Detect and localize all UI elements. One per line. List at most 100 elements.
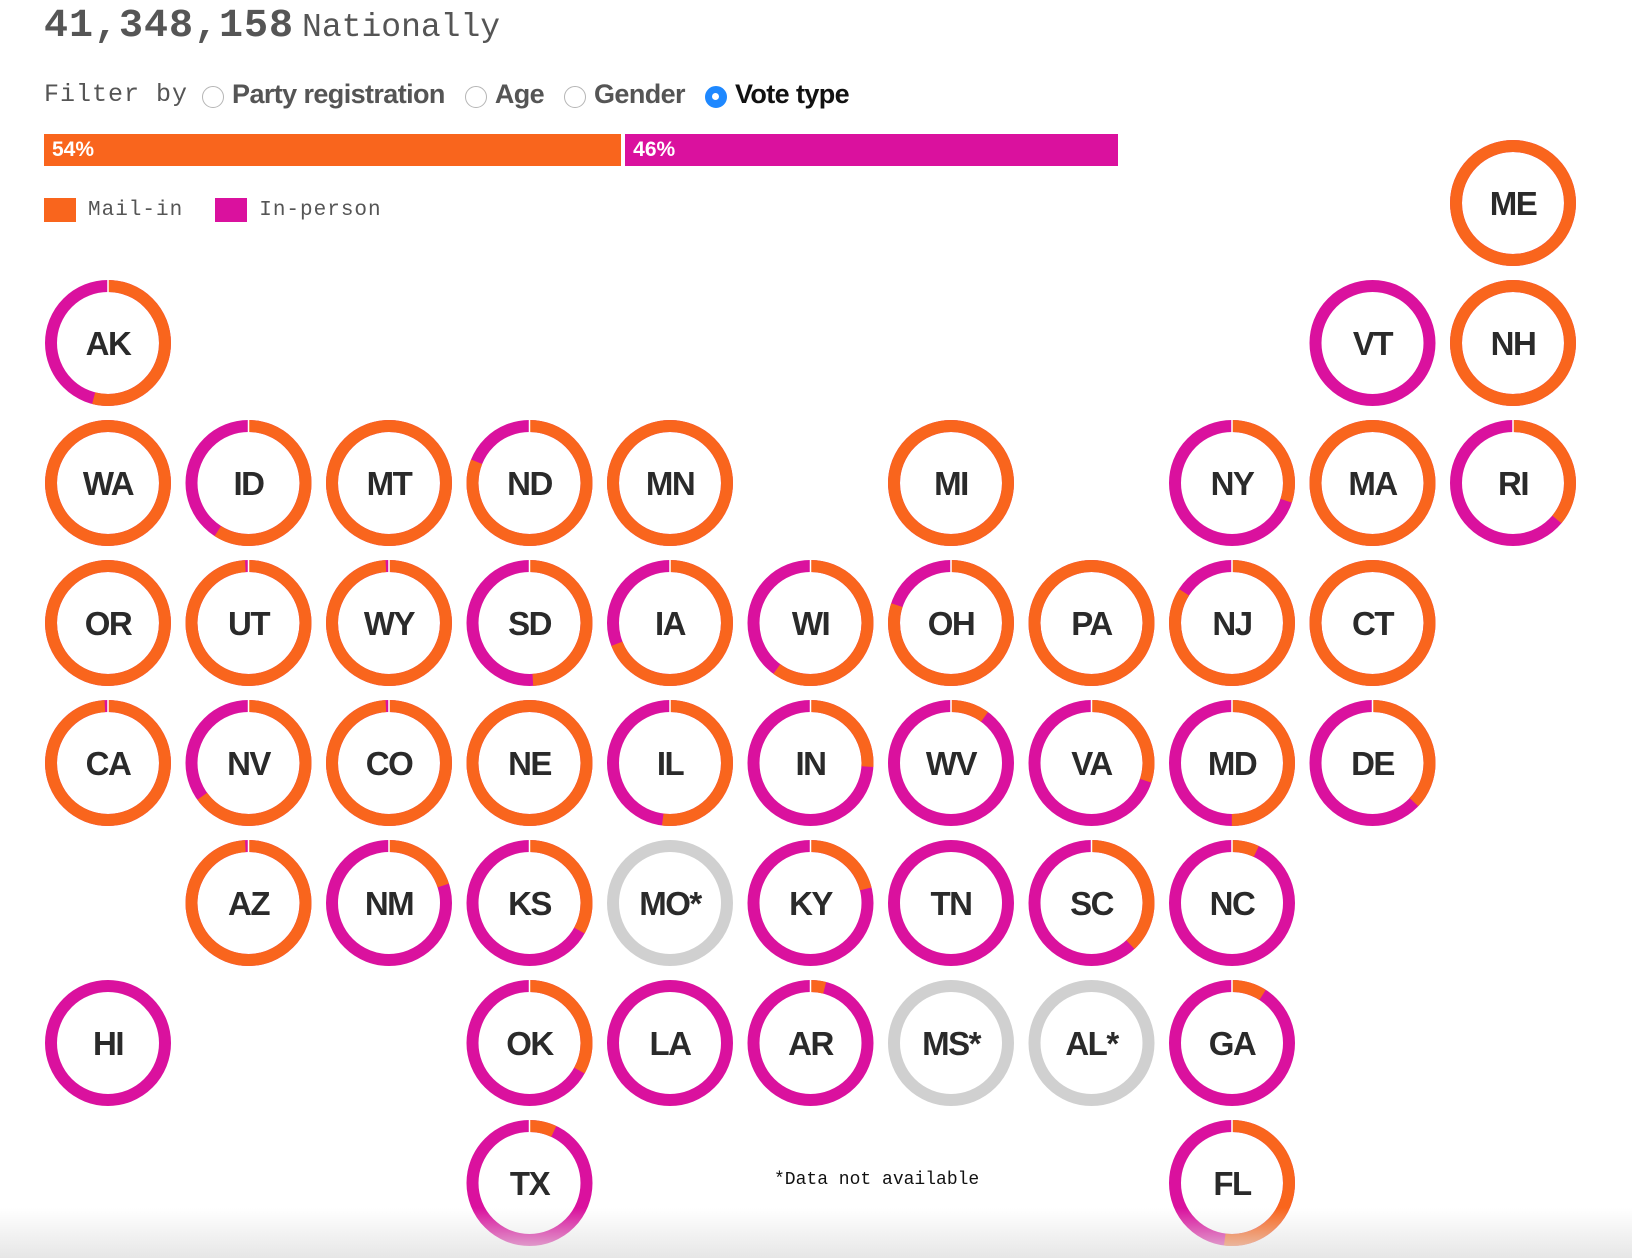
state-tile-sc[interactable]: SC [1028,839,1155,966]
state-label: OR [85,605,133,642]
filter-option-label: Party registration [232,78,445,109]
mail-in-arc [607,420,733,546]
mail-in-arc [45,560,171,686]
in-person-segment: 46% [625,134,1118,166]
state-tile-me[interactable]: ME [1450,140,1576,266]
state-label: FL [1213,1165,1252,1202]
state-tile-md[interactable]: MD [1169,699,1295,826]
filter-option-party-registration[interactable]: Party registration [202,79,445,110]
state-tile-nv[interactable]: NV [185,699,312,826]
radio-selected-icon[interactable] [704,86,727,108]
state-label: IA [655,605,686,642]
state-tile-wi[interactable]: WI [747,559,874,686]
state-label: AL* [1065,1025,1119,1062]
state-label: WI [792,605,829,642]
state-label: ND [507,465,552,502]
state-label: MO* [639,885,702,922]
state-tile-az[interactable]: AZ [185,839,312,966]
state-label: NH [1491,325,1536,362]
state-tile-pa[interactable]: PA [1028,560,1155,686]
state-tile-vt[interactable]: VT [1309,280,1436,406]
state-tile-nd[interactable]: ND [466,419,593,546]
state-label: NC [1210,885,1255,922]
state-tile-ca[interactable]: CA [45,699,171,826]
state-label: LA [650,1025,692,1062]
state-tile-fl[interactable]: FL [1169,1119,1295,1246]
state-tile-oh[interactable]: OH [888,559,1014,686]
state-tile-in[interactable]: IN [747,699,874,826]
legend-label-mail-in: Mail-in [88,198,184,222]
state-label: NY [1211,465,1255,502]
state-tile-id[interactable]: ID [185,419,312,546]
state-label: CT [1352,605,1394,642]
state-tile-sd[interactable]: SD [466,559,593,686]
state-label: MD [1208,745,1257,782]
state-tile-ok[interactable]: OK [466,979,593,1106]
state-tile-il[interactable]: IL [607,699,733,826]
state-tile-tn[interactable]: TN [888,840,1014,966]
state-tile-ny[interactable]: NY [1169,419,1295,546]
state-tile-mn[interactable]: MN [607,420,733,546]
state-label: MN [646,465,694,502]
state-label: IN [796,745,826,782]
mail-in-segment: 54% [44,134,622,166]
state-label: VT [1353,325,1394,362]
state-label: DE [1351,745,1394,782]
state-tile-ut[interactable]: UT [185,559,312,686]
state-label: GA [1209,1025,1256,1062]
state-label: SC [1070,885,1114,922]
state-tile-mi[interactable]: MI [888,420,1014,546]
state-tile-ar[interactable]: AR [747,979,874,1106]
footnote: *Data not available [774,1170,980,1190]
state-tile-co[interactable]: CO [326,699,452,826]
state-tile-hi[interactable]: HI [45,980,171,1106]
radio-icon[interactable] [564,86,587,108]
radio-icon[interactable] [464,86,487,108]
unavailable-ring [607,840,733,966]
state-tile-ks[interactable]: KS [466,839,593,966]
state-tile-la[interactable]: LA [607,980,733,1106]
state-tile-nj[interactable]: NJ [1169,559,1295,686]
state-label: RI [1498,465,1528,502]
filter-option-vote-type[interactable]: Vote type [704,78,850,110]
state-tile-tx[interactable]: TX [466,1119,593,1246]
state-tile-ri[interactable]: RI [1450,419,1576,546]
filter-option-age[interactable]: Age [464,79,545,110]
mail-in-arc [45,420,171,546]
filter-option-label: Vote type [734,78,850,109]
state-tile-or[interactable]: OR [45,560,171,686]
state-tile-ne[interactable]: NE [466,700,593,826]
mail-in-arc [466,700,593,826]
state-tile-ga[interactable]: GA [1169,979,1295,1106]
state-tile-mo[interactable]: MO* [607,840,733,966]
state-tile-ak[interactable]: AK [45,279,171,406]
state-label: MS* [922,1025,982,1062]
filter-option-gender[interactable]: Gender [564,79,686,110]
state-tile-ms[interactable]: MS* [888,980,1014,1106]
state-tile-ia[interactable]: IA [607,559,733,686]
state-label: AK [86,325,132,362]
state-label: WV [926,745,978,782]
state-tile-de[interactable]: DE [1309,699,1436,826]
state-tile-al[interactable]: AL* [1028,980,1155,1106]
mail-in-arc [1028,560,1155,686]
state-label: CA [86,745,131,782]
state-tile-wa[interactable]: WA [45,420,171,546]
radio-icon[interactable] [202,86,225,108]
state-tile-nh[interactable]: NH [1450,280,1576,406]
state-tile-ma[interactable]: MA [1309,420,1436,546]
state-tile-mt[interactable]: MT [326,420,452,546]
state-tile-nm[interactable]: NM [326,839,452,966]
state-tile-wv[interactable]: WV [888,699,1014,826]
state-label: CO [366,745,413,782]
state-label: AZ [228,885,270,922]
state-tile-nc[interactable]: NC [1169,839,1295,966]
state-label: IL [657,745,685,782]
state-label: UT [228,605,270,642]
state-tile-ct[interactable]: CT [1309,560,1436,686]
state-label: PA [1071,605,1112,642]
state-tile-wy[interactable]: WY [326,559,452,686]
state-tile-ky[interactable]: KY [747,839,874,966]
state-tile-va[interactable]: VA [1028,699,1155,826]
state-label: TN [931,885,972,922]
